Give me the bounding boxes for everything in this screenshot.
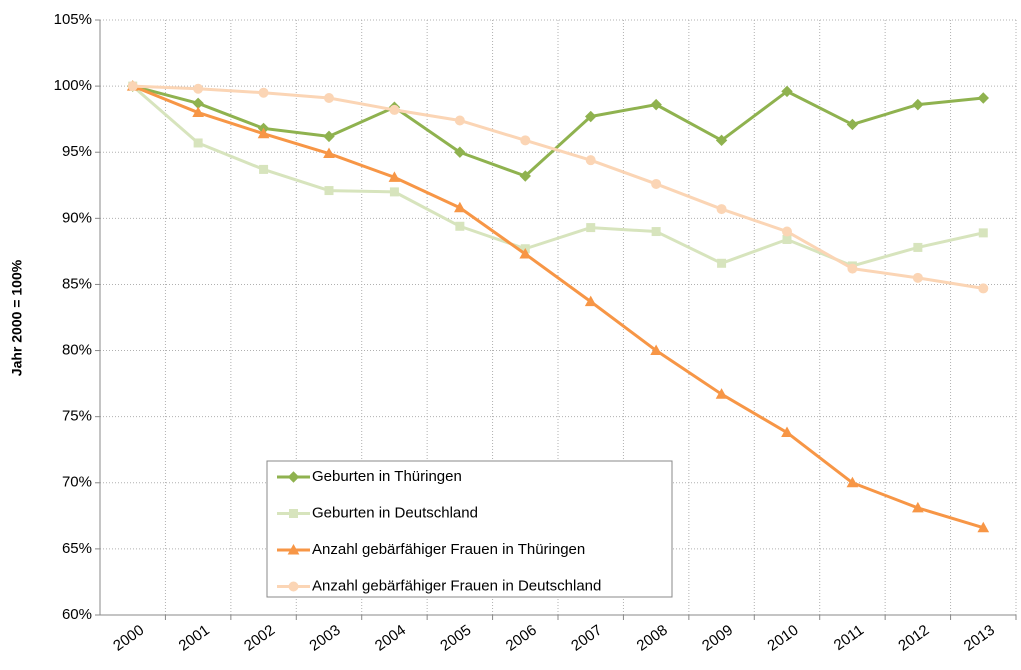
y-tick-label: 60% <box>62 606 92 623</box>
marker <box>715 388 728 399</box>
marker <box>913 242 923 252</box>
marker <box>912 501 924 513</box>
y-tick-label: 100% <box>54 77 92 94</box>
marker <box>258 87 269 98</box>
marker <box>716 204 727 215</box>
marker <box>519 170 531 182</box>
legend-label: Geburten in Deutschland <box>312 504 478 521</box>
x-tick-label: 2004 <box>372 622 409 655</box>
marker <box>389 104 400 115</box>
marker <box>454 201 466 213</box>
x-tick-label: 2007 <box>568 622 605 655</box>
marker <box>650 98 662 111</box>
legend: Geburten in Thüringen Geburten in Deutsch… <box>266 460 673 598</box>
y-tick-label: 80% <box>62 342 92 359</box>
marker <box>715 134 728 147</box>
marker <box>978 228 988 238</box>
series-line <box>132 84 984 290</box>
marker <box>323 130 335 143</box>
x-tick-label: 2008 <box>634 622 671 655</box>
marker <box>977 521 990 533</box>
marker <box>585 110 597 123</box>
marker <box>586 223 596 233</box>
y-tick-label: 105% <box>54 11 92 28</box>
y-tick-label: 90% <box>62 209 92 226</box>
marker <box>193 83 204 94</box>
marker <box>781 85 793 98</box>
marker <box>585 155 596 166</box>
marker <box>323 147 335 159</box>
x-tick-label: 2009 <box>699 622 736 655</box>
marker <box>193 138 203 148</box>
legend-box <box>266 460 673 598</box>
y-tick-label: 70% <box>62 474 92 491</box>
marker <box>388 171 401 182</box>
x-tick-label: 2006 <box>503 622 540 655</box>
y-tick-label: 65% <box>62 540 92 557</box>
x-tick-label: 2010 <box>764 622 801 655</box>
y-tick-label: 85% <box>62 275 92 292</box>
legend-label: Geburten in Thüringen <box>312 468 462 485</box>
marker <box>257 127 270 139</box>
marker <box>847 263 858 274</box>
marker <box>651 227 661 237</box>
x-tick-label: 2011 <box>831 622 867 654</box>
marker <box>650 344 662 356</box>
marker <box>977 92 989 104</box>
marker <box>288 581 299 592</box>
x-tick-label: 2001 <box>176 622 213 655</box>
y-tick-label: 95% <box>62 143 92 160</box>
marker <box>192 106 204 118</box>
x-tick-label: 2013 <box>961 622 998 655</box>
x-tick-label: 2005 <box>437 622 474 655</box>
marker <box>289 509 298 518</box>
marker <box>455 221 465 231</box>
marker <box>389 187 399 197</box>
marker <box>978 283 989 294</box>
marker <box>584 295 597 307</box>
marker <box>454 146 466 158</box>
marker <box>259 164 269 174</box>
marker <box>127 81 138 92</box>
marker <box>651 178 662 189</box>
x-tick-label: 2000 <box>110 622 147 655</box>
marker <box>454 115 465 126</box>
marker <box>912 98 924 111</box>
marker <box>912 272 923 283</box>
y-axis-label: Jahr 2000 = 100% <box>9 259 25 376</box>
series-line <box>132 84 984 530</box>
marker <box>519 248 532 259</box>
x-tick-label: 2003 <box>306 622 343 655</box>
marker <box>520 135 531 146</box>
y-tick-label: 75% <box>62 408 92 425</box>
marker <box>287 543 300 555</box>
legend-label: Anzahl gebärfähiger Frauen in Deutschlan… <box>312 577 601 594</box>
marker <box>782 234 792 244</box>
marker <box>846 118 859 131</box>
marker <box>324 186 334 196</box>
marker <box>781 426 793 438</box>
marker <box>717 258 727 268</box>
marker <box>324 93 334 104</box>
x-tick-label: 2002 <box>241 622 278 655</box>
marker <box>782 226 792 237</box>
series-line <box>132 84 984 178</box>
marker <box>846 476 859 488</box>
marker <box>287 471 300 483</box>
x-tick-label: 2012 <box>895 622 932 655</box>
legend-label: Anzahl gebärfähiger Frauen in Thüringen <box>312 541 585 558</box>
